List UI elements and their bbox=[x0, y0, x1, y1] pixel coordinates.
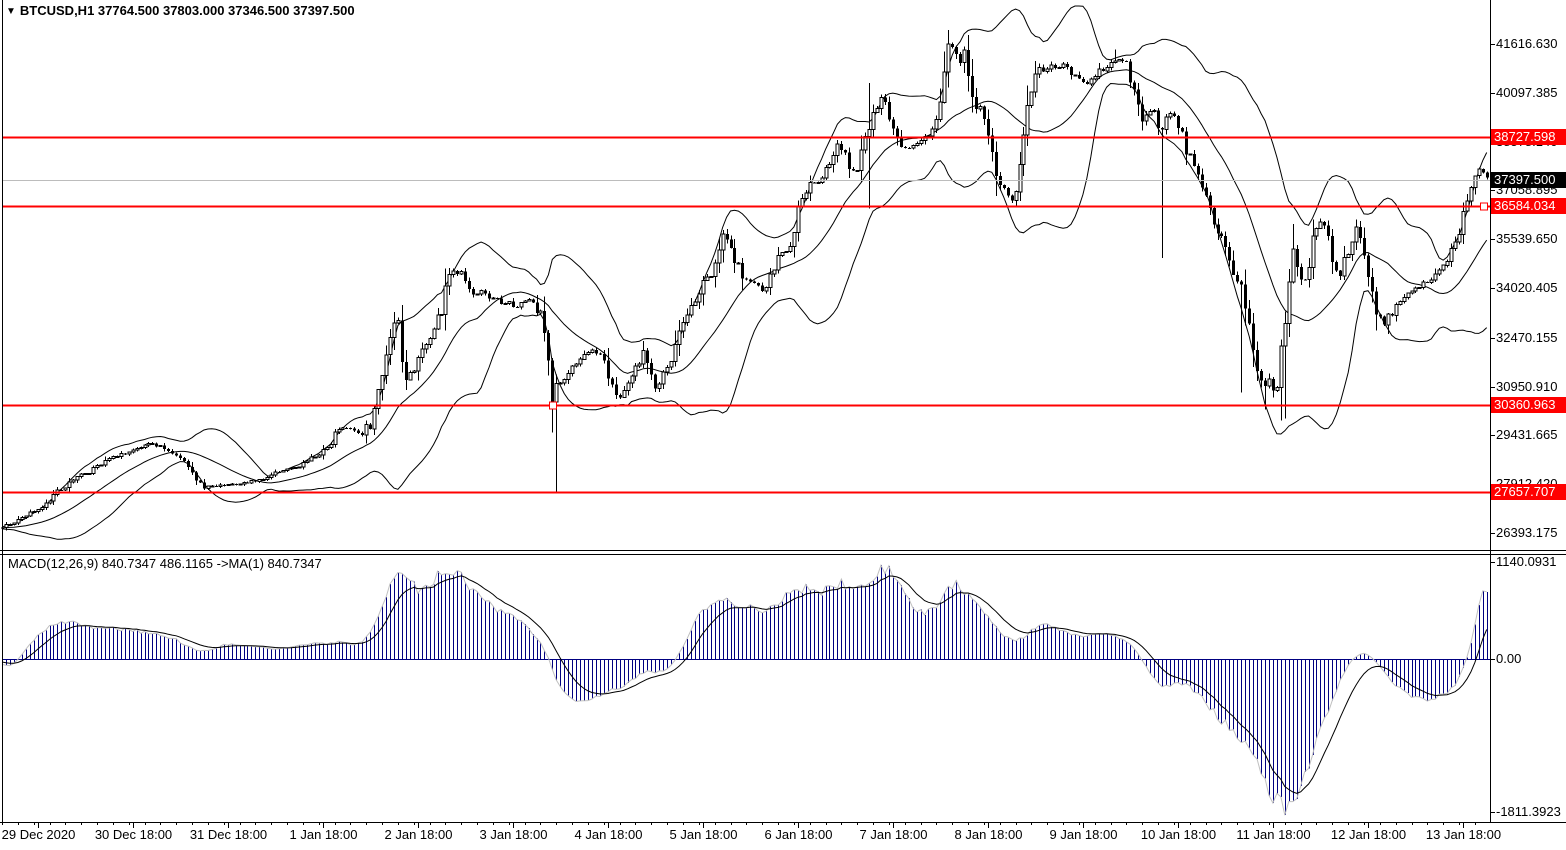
time-axis-label: 2 Jan 18:00 bbox=[384, 827, 453, 842]
time-axis-label: 1 Jan 18:00 bbox=[289, 827, 358, 842]
price-axis-label: 35539.650 bbox=[1496, 231, 1558, 246]
price-axis-label: 40097.385 bbox=[1496, 85, 1558, 100]
time-axis-label: 9 Jan 18:00 bbox=[1049, 827, 1118, 842]
bb-upper-line bbox=[1, 5, 1488, 528]
level-price-badge: 27657.707 bbox=[1491, 484, 1566, 501]
symbol-ohlc-readout: BTCUSD,H1 37764.500 37803.000 37346.500 … bbox=[19, 3, 355, 18]
macd-signal-line bbox=[1, 575, 1488, 794]
price-axis-label: 34020.405 bbox=[1496, 280, 1558, 295]
level-price-badge: 36584.034 bbox=[1491, 197, 1566, 214]
price-axis-label: 29431.665 bbox=[1496, 427, 1558, 442]
trendline-handle[interactable] bbox=[1480, 202, 1488, 211]
time-axis-label: 5 Jan 18:00 bbox=[669, 827, 738, 842]
panel-borders bbox=[0, 0, 1566, 828]
price-axis-label: 41616.630 bbox=[1496, 36, 1558, 51]
macd-axis-label: 1140.0931 bbox=[1496, 554, 1557, 569]
time-axis-label: 8 Jan 18:00 bbox=[954, 827, 1023, 842]
current-price-badge: 37397.500 bbox=[1491, 171, 1566, 188]
time-axis-label: 13 Jan 18:00 bbox=[1425, 827, 1502, 842]
time-axis-label: 30 Dec 18:00 bbox=[94, 827, 173, 842]
bb-lower-line bbox=[1, 82, 1488, 540]
time-axis-label: 3 Jan 18:00 bbox=[479, 827, 548, 842]
macd-axis-label: 0.00 bbox=[1496, 651, 1522, 666]
symbol-dropdown-icon: ▼ bbox=[6, 6, 16, 17]
time-axis-label: 4 Jan 18:00 bbox=[574, 827, 643, 842]
time-axis-label: 6 Jan 18:00 bbox=[764, 827, 833, 842]
level-price-badge: 30360.963 bbox=[1491, 397, 1566, 414]
macd-histogram bbox=[2, 565, 1490, 816]
price-axis-label: 26393.175 bbox=[1496, 525, 1558, 540]
time-axis-label: 11 Jan 18:00 bbox=[1236, 827, 1311, 842]
chart-header: ▼ BTCUSD,H1 37764.500 37803.000 37346.500… bbox=[6, 3, 355, 18]
trendline-handle[interactable] bbox=[549, 401, 557, 410]
macd-axis-label: -1811.3923 bbox=[1496, 804, 1561, 819]
price-axis-label: 30950.910 bbox=[1496, 379, 1558, 394]
bb-middle-line bbox=[1, 69, 1488, 529]
level-price-badge: 38727.598 bbox=[1491, 128, 1566, 145]
time-axis-label: 12 Jan 18:00 bbox=[1330, 827, 1407, 842]
bollinger-bands bbox=[1, 5, 1488, 540]
time-axis-label: 7 Jan 18:00 bbox=[859, 827, 928, 842]
time-axis-label: 31 Dec 18:00 bbox=[189, 827, 268, 842]
price-axis-label: 32470.155 bbox=[1496, 330, 1558, 345]
macd-indicator-label: MACD(12,26,9) 840.7347 486.1165 ->MA(1) … bbox=[8, 556, 322, 571]
macd-envelope-line bbox=[1, 563, 1487, 816]
candlesticks bbox=[1, 30, 1489, 531]
time-axis-label: 29 Dec 2020 bbox=[1, 827, 76, 842]
time-axis-label: 10 Jan 18:00 bbox=[1140, 827, 1217, 842]
